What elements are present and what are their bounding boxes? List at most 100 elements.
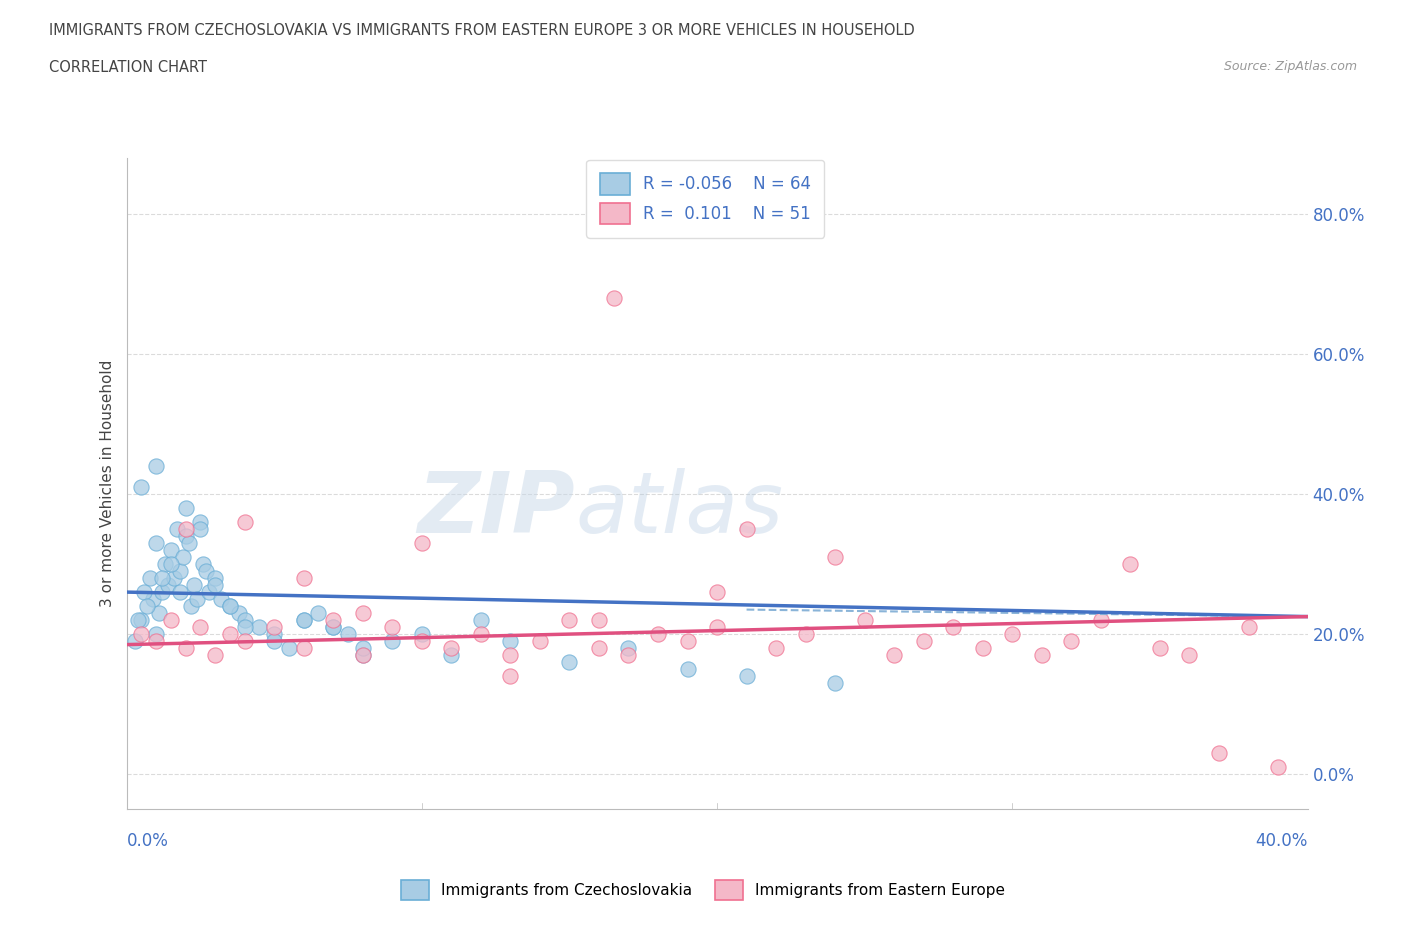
Point	[1237, 619, 1260, 634]
Point	[263, 633, 285, 648]
Point	[218, 627, 242, 642]
Point	[1060, 633, 1083, 648]
Legend: R = -0.056    N = 64, R =  0.101    N = 51: R = -0.056 N = 64, R = 0.101 N = 51	[586, 160, 824, 238]
Point	[278, 641, 301, 656]
Text: 0.0%: 0.0%	[127, 832, 169, 850]
Point	[129, 480, 153, 495]
Point	[322, 619, 344, 634]
Point	[292, 571, 315, 586]
Point	[972, 641, 994, 656]
Point	[942, 619, 965, 634]
Point	[381, 633, 404, 648]
Point	[1178, 647, 1201, 662]
Y-axis label: 3 or more Vehicles in Household: 3 or more Vehicles in Household	[100, 360, 115, 607]
Point	[440, 647, 463, 662]
Point	[735, 522, 758, 537]
Point	[676, 633, 699, 648]
Point	[172, 550, 194, 565]
Point	[1031, 647, 1053, 662]
Point	[233, 613, 256, 628]
Point	[381, 619, 404, 634]
Point	[676, 661, 699, 676]
Point	[794, 627, 817, 642]
Point	[263, 627, 285, 642]
Point	[1208, 746, 1230, 761]
Point	[163, 571, 186, 586]
Point	[136, 599, 159, 614]
Point	[145, 627, 167, 642]
Point	[853, 613, 876, 628]
Point	[177, 536, 200, 551]
Point	[529, 633, 551, 648]
Point	[322, 619, 344, 634]
Point	[174, 500, 197, 515]
Point	[156, 578, 179, 592]
Point	[352, 647, 374, 662]
Point	[337, 627, 360, 642]
Point	[142, 591, 165, 606]
Point	[588, 613, 610, 628]
Point	[209, 591, 232, 606]
Point	[218, 599, 242, 614]
Point	[824, 676, 846, 691]
Text: atlas: atlas	[575, 468, 783, 551]
Point	[1090, 613, 1112, 628]
Point	[134, 585, 156, 600]
Point	[352, 641, 374, 656]
Point	[188, 522, 211, 537]
Point	[617, 641, 640, 656]
Point	[824, 550, 846, 565]
Point	[558, 655, 581, 670]
Point	[647, 627, 669, 642]
Point	[263, 619, 285, 634]
Point	[204, 571, 226, 586]
Point	[499, 669, 522, 684]
Point	[127, 613, 149, 628]
Point	[233, 514, 256, 529]
Point	[499, 633, 522, 648]
Point	[912, 633, 935, 648]
Point	[1119, 557, 1142, 572]
Point	[617, 647, 640, 662]
Point	[228, 605, 250, 620]
Point	[195, 564, 218, 578]
Point	[124, 633, 146, 648]
Point	[322, 613, 344, 628]
Point	[352, 605, 374, 620]
Point	[292, 613, 315, 628]
Point	[1001, 627, 1024, 642]
Point	[139, 571, 162, 586]
Point	[440, 641, 463, 656]
Text: Source: ZipAtlas.com: Source: ZipAtlas.com	[1223, 60, 1357, 73]
Point	[129, 627, 153, 642]
Point	[153, 557, 176, 572]
Point	[145, 536, 167, 551]
Point	[160, 613, 183, 628]
Point	[411, 536, 433, 551]
Point	[292, 641, 315, 656]
Point	[218, 599, 242, 614]
Point	[1267, 760, 1289, 775]
Point	[198, 585, 221, 600]
Point	[499, 647, 522, 662]
Point	[292, 613, 315, 628]
Point	[602, 291, 624, 306]
Point	[180, 599, 202, 614]
Point	[193, 557, 215, 572]
Point	[188, 514, 211, 529]
Point	[183, 578, 205, 592]
Legend: Immigrants from Czechoslovakia, Immigrants from Eastern Europe: Immigrants from Czechoslovakia, Immigran…	[395, 874, 1011, 906]
Point	[247, 619, 270, 634]
Point	[1149, 641, 1171, 656]
Point	[233, 619, 256, 634]
Point	[204, 647, 226, 662]
Point	[735, 669, 758, 684]
Point	[765, 641, 787, 656]
Point	[706, 619, 728, 634]
Point	[186, 591, 208, 606]
Point	[352, 647, 374, 662]
Text: ZIP: ZIP	[418, 468, 575, 551]
Point	[145, 633, 167, 648]
Text: 40.0%: 40.0%	[1256, 832, 1308, 850]
Text: CORRELATION CHART: CORRELATION CHART	[49, 60, 207, 75]
